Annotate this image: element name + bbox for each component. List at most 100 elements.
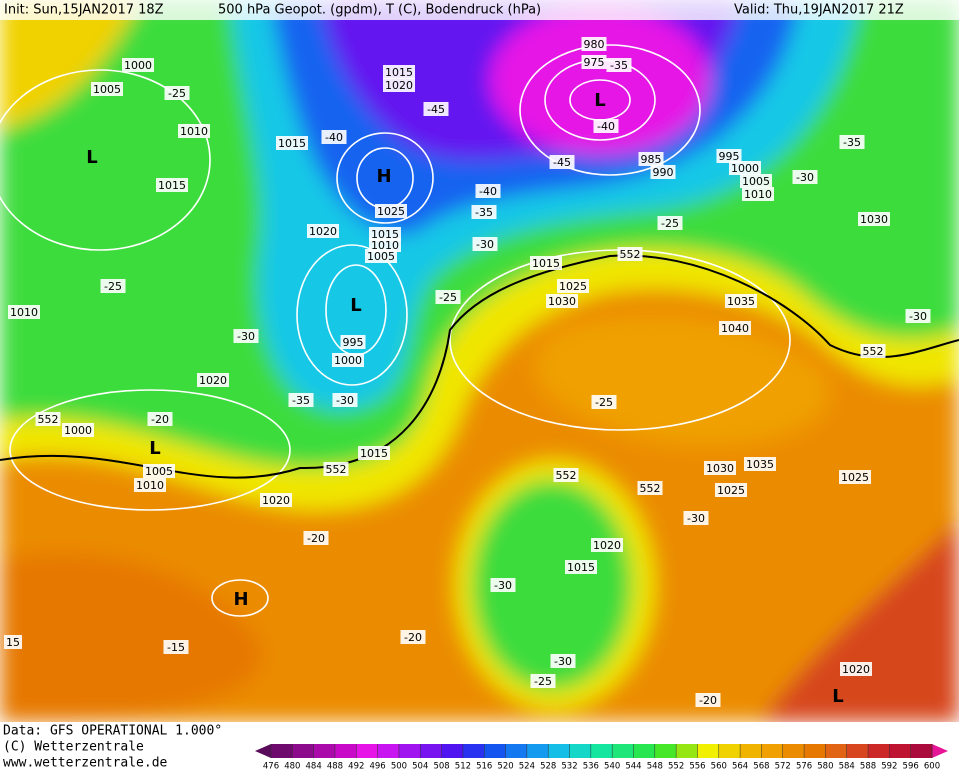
- colorbar-bin: [782, 744, 805, 758]
- map-label: 1015: [371, 228, 399, 241]
- label-bg: [163, 640, 189, 654]
- label-bg: [657, 216, 683, 230]
- label-bg: [792, 170, 818, 184]
- label-bg: [490, 578, 516, 592]
- data-source: Data: GFS OPERATIONAL 1.000°: [3, 724, 222, 739]
- colorbar-bin: [441, 744, 464, 758]
- map-label: 552: [863, 345, 884, 358]
- label-bg: [358, 446, 390, 460]
- colorbar-label: 524: [519, 762, 535, 770]
- label-bg: [581, 55, 607, 69]
- colorbar-label: 500: [391, 762, 407, 770]
- map-label: 1000: [64, 424, 92, 437]
- map-label: 1040: [721, 322, 749, 335]
- label-bg: [147, 412, 173, 426]
- colorbar-label: 588: [860, 762, 876, 770]
- colorbar-label: 584: [839, 762, 855, 770]
- map-label: -15: [167, 641, 185, 654]
- map-label: -40: [325, 131, 343, 144]
- colorbar-bin: [825, 744, 848, 758]
- map-label: 1015: [385, 66, 413, 79]
- pressure-center: L: [832, 686, 843, 707]
- map-label: 1010: [371, 239, 399, 252]
- map-label: 1015: [532, 257, 560, 270]
- map-label: -30: [554, 655, 572, 668]
- colorbar-label: 596: [903, 762, 919, 770]
- map-label: 1020: [309, 225, 337, 238]
- colorbar-label: 480: [284, 762, 300, 770]
- map-label: 552: [556, 469, 577, 482]
- label-bg: [683, 511, 709, 525]
- label-bg: [8, 305, 40, 319]
- map-label: 990: [653, 166, 674, 179]
- colorbar-label: 568: [753, 762, 769, 770]
- label-bg: [91, 82, 123, 96]
- pressure-center: L: [594, 90, 605, 111]
- label-bg: [606, 58, 632, 72]
- field-yellow: [0, 0, 140, 130]
- map-label: 552: [326, 463, 347, 476]
- label-bg: [143, 464, 175, 478]
- label-bg: [553, 468, 579, 482]
- map-label: 995: [343, 336, 364, 349]
- label-bg: [637, 481, 663, 495]
- label-bg: [35, 412, 61, 426]
- map-label: 1015: [278, 137, 306, 150]
- label-bg: [233, 329, 259, 343]
- label-bg: [197, 373, 229, 387]
- colorbar-bin: [804, 744, 826, 758]
- pressure-center: L: [149, 438, 160, 459]
- label-bg: [303, 531, 329, 545]
- label-bg: [725, 294, 757, 308]
- map-label: -30: [909, 310, 927, 323]
- label-bg: [557, 279, 589, 293]
- label-bg: [122, 58, 154, 72]
- colorbar-bin: [313, 744, 336, 758]
- label-bg: [260, 493, 292, 507]
- colorbar-bin: [356, 744, 379, 758]
- label-bg: [340, 335, 366, 349]
- map-label: -40: [479, 185, 497, 198]
- colorbar-bin: [377, 744, 400, 758]
- colorbar-bin: [548, 744, 571, 758]
- label-bg: [840, 662, 872, 676]
- colorbar-bin: [633, 744, 656, 758]
- colorbar-label: 540: [604, 762, 620, 770]
- label-bg: [549, 155, 575, 169]
- label-bg: [475, 184, 501, 198]
- map-label: 1015: [567, 561, 595, 574]
- map-label: -20: [699, 694, 717, 707]
- colorbar-label: 484: [306, 762, 322, 770]
- field-red: [760, 520, 959, 722]
- map-label: 1015: [158, 179, 186, 192]
- init-time: Init: Sun,15JAN2017 18Z: [4, 3, 164, 18]
- label-bg: [695, 693, 721, 707]
- map-label: -30: [476, 238, 494, 251]
- map-label: 1030: [548, 295, 576, 308]
- map-label: 1035: [727, 295, 755, 308]
- map-label: 1025: [559, 280, 587, 293]
- map-label: 1020: [262, 494, 290, 507]
- colorbar-label: 492: [348, 762, 364, 770]
- map-label: 1010: [744, 188, 772, 201]
- label-bg: [546, 294, 578, 308]
- colorbar-bin: [846, 744, 869, 758]
- colorbar-label: 476: [263, 762, 279, 770]
- colorbar-label: 592: [881, 762, 897, 770]
- isobar: [9, 389, 291, 511]
- map-label: 15: [6, 636, 20, 649]
- colorbar-label: 572: [775, 762, 791, 770]
- map-label: 980: [584, 38, 605, 51]
- map-label: -25: [595, 396, 613, 409]
- map-label: -25: [168, 87, 186, 100]
- colorbar-bin: [697, 744, 720, 758]
- label-bg: [860, 344, 886, 358]
- map-label: -30: [687, 512, 705, 525]
- label-bg: [650, 165, 676, 179]
- map-label: -25: [104, 280, 122, 293]
- map-label: 1010: [136, 479, 164, 492]
- label-bg: [742, 187, 774, 201]
- map-label: 1005: [742, 175, 770, 188]
- map-label: 1005: [145, 465, 173, 478]
